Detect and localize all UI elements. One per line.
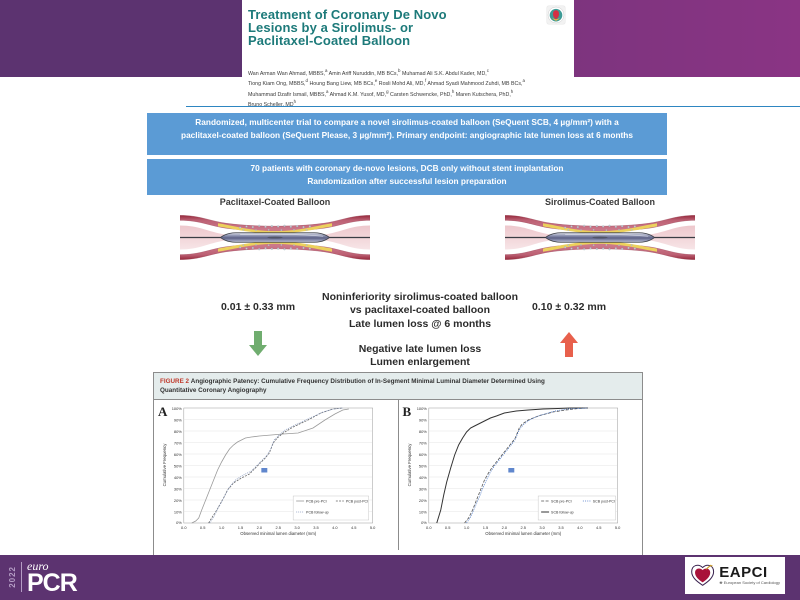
svg-text:3.0: 3.0 [539, 525, 545, 530]
svg-text:50%: 50% [418, 463, 426, 468]
svg-text:60%: 60% [174, 452, 182, 457]
svg-text:50%: 50% [174, 463, 182, 468]
svg-text:30%: 30% [174, 486, 182, 491]
svg-text:2.5: 2.5 [520, 525, 526, 530]
svg-text:Observed minimal lumen diamete: Observed minimal lumen diameter (mm) [485, 531, 561, 536]
svg-text:2.5: 2.5 [275, 525, 281, 530]
svg-text:40%: 40% [174, 475, 182, 480]
svg-text:20%: 20% [418, 498, 426, 503]
svg-text:PCB follow-up: PCB follow-up [306, 510, 329, 514]
svg-text:4.0: 4.0 [332, 525, 338, 530]
svg-text:1.5: 1.5 [238, 525, 244, 530]
svg-text:80%: 80% [418, 429, 426, 434]
svg-text:10%: 10% [174, 509, 182, 514]
svg-text:4.5: 4.5 [351, 525, 357, 530]
svg-text:2.0: 2.0 [257, 525, 263, 530]
svg-text:20%: 20% [174, 498, 182, 503]
svg-text:0.0: 0.0 [181, 525, 187, 530]
svg-text:0.5: 0.5 [200, 525, 206, 530]
svg-text:3.5: 3.5 [313, 525, 319, 530]
svg-text:Observed minimal lumen diamete: Observed minimal lumen diameter (mm) [240, 531, 316, 536]
svg-text:4.0: 4.0 [577, 525, 583, 530]
svg-text:70%: 70% [174, 440, 182, 445]
svg-text:SCB pre-PCI: SCB pre-PCI [551, 499, 572, 503]
svg-text:5.0: 5.0 [614, 525, 620, 530]
svg-text:70%: 70% [418, 440, 426, 445]
svg-text:0.5: 0.5 [444, 525, 450, 530]
svg-text:3.0: 3.0 [294, 525, 300, 530]
svg-text:60%: 60% [418, 452, 426, 457]
svg-text:Cumulative Frequency: Cumulative Frequency [406, 443, 411, 487]
svg-text:90%: 90% [174, 417, 182, 422]
svg-text:100%: 100% [416, 406, 427, 411]
svg-text:1.0: 1.0 [463, 525, 469, 530]
svg-text:100%: 100% [172, 406, 183, 411]
svg-text:Cumulative Frequency: Cumulative Frequency [162, 443, 167, 487]
svg-text:90%: 90% [418, 417, 426, 422]
svg-text:PCB post-PCI: PCB post-PCI [346, 499, 368, 503]
svg-text:2.0: 2.0 [501, 525, 507, 530]
svg-text:0.0: 0.0 [426, 525, 432, 530]
svg-text:40%: 40% [418, 475, 426, 480]
svg-text:PCB pre-PCI: PCB pre-PCI [306, 499, 327, 503]
svg-text:SCB follow-up: SCB follow-up [551, 510, 574, 514]
svg-text:5.0: 5.0 [370, 525, 376, 530]
svg-text:3.5: 3.5 [558, 525, 564, 530]
svg-text:30%: 30% [418, 486, 426, 491]
svg-text:1.0: 1.0 [219, 525, 225, 530]
svg-text:80%: 80% [174, 429, 182, 434]
svg-text:SCB post-PCI: SCB post-PCI [592, 499, 614, 503]
svg-text:4.5: 4.5 [596, 525, 602, 530]
svg-text:10%: 10% [418, 509, 426, 514]
svg-text:1.5: 1.5 [482, 525, 488, 530]
